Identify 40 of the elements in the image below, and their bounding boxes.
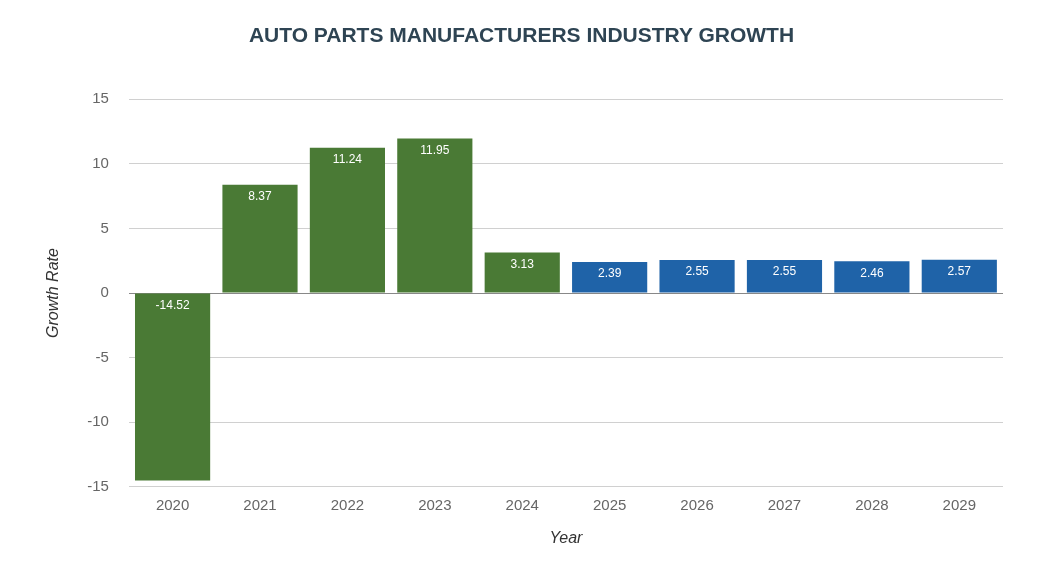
x-tick-label: 2028 (855, 495, 889, 513)
data-label: 2.39 (597, 266, 622, 281)
bar (309, 147, 385, 293)
data-label: 2.57 (947, 264, 972, 279)
data-label: 2.46 (860, 265, 884, 280)
x-tick-label: 2021 (243, 495, 277, 513)
x-axis-title: Year (549, 528, 584, 546)
data-label: 3.13 (510, 256, 535, 271)
chart-title: AUTO PARTS MANUFACTURERS INDUSTRY GROWTH (248, 23, 795, 47)
bar (135, 293, 211, 481)
y-tick-label: -15 (87, 476, 109, 494)
x-tick-label: 2026 (680, 495, 714, 513)
bar (572, 262, 648, 293)
bar (834, 261, 910, 293)
bar (222, 184, 298, 293)
data-label: 11.95 (420, 142, 450, 157)
x-tick-label: 2024 (505, 495, 539, 513)
x-tick-label: 2029 (942, 495, 976, 513)
x-tick-label: 2027 (767, 495, 802, 513)
bar (659, 260, 735, 293)
bar (484, 252, 560, 293)
bar (397, 138, 473, 293)
x-tick-label: 2025 (592, 495, 627, 513)
x-tick-label: 2023 (418, 495, 452, 513)
y-tick-label: 15 (92, 89, 109, 107)
data-label: 2.55 (685, 264, 710, 279)
y-tick-label: -5 (95, 347, 109, 365)
data-label: -14.52 (155, 297, 190, 312)
x-tick-label: 2020 (155, 495, 190, 513)
y-tick-label: 5 (100, 218, 109, 236)
y-tick-label: -10 (87, 412, 109, 430)
y-axis-title: Growth Rate (44, 247, 62, 338)
bar (746, 260, 823, 293)
data-label: 2.55 (772, 264, 797, 279)
y-tick-label: 10 (92, 153, 109, 171)
x-tick-label: 2022 (330, 495, 365, 513)
y-tick-label: 0 (100, 283, 109, 301)
bar (921, 259, 997, 293)
data-label: 8.37 (248, 189, 272, 204)
data-label: 11.24 (332, 152, 363, 167)
